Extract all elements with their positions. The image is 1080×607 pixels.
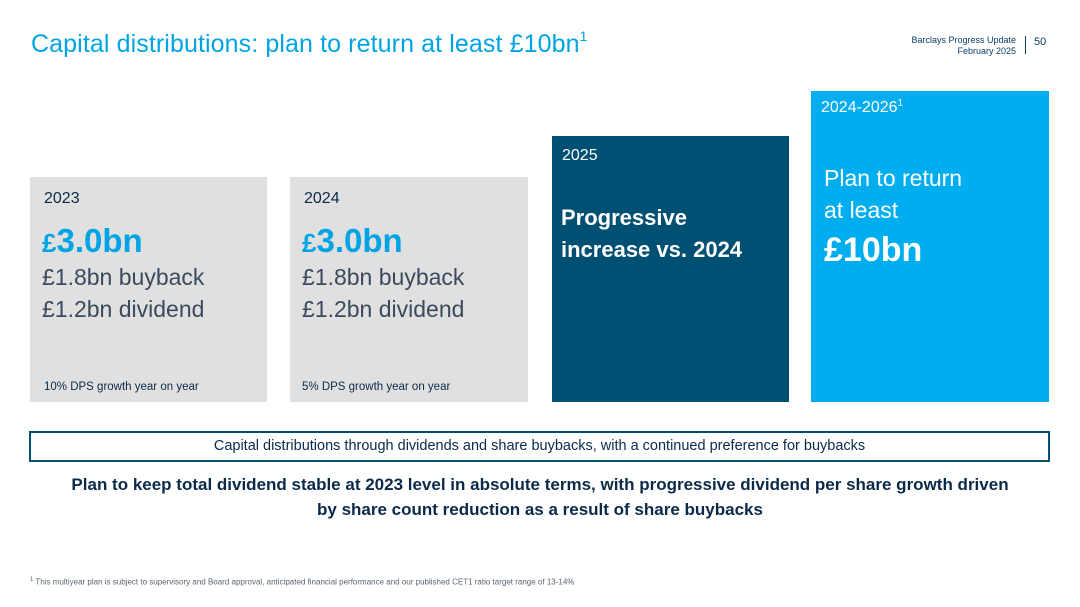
page-number: 50 (1034, 36, 1047, 48)
card-2023-dividend: £1.2bn dividend (42, 296, 205, 322)
card-2024-buyback: £1.8bn buyback (302, 264, 465, 290)
document-name: Barclays Progress Update (911, 35, 1016, 45)
card-2025-text: Progressive increase vs. 2024 (561, 202, 742, 266)
card-2023-amount-symbol: £ (42, 228, 57, 258)
card-2024-amount: £3.0bn (302, 222, 403, 260)
card-2024-amount-value: 3.0bn (316, 222, 403, 259)
card-2023-year: 2023 (44, 190, 80, 207)
card-2023-note: 10% DPS growth year on year (44, 381, 199, 393)
footnote-ref: 1 (30, 577, 34, 583)
document-meta: Barclays Progress Update February 2025 (911, 35, 1016, 57)
card-2024: 2024 £3.0bn £1.8bn buyback £1.2bn divide… (290, 177, 528, 402)
dividend-statement: Plan to keep total dividend stable at 20… (30, 472, 1050, 522)
card-2025: 2025 Progressive increase vs. 2024 (552, 136, 789, 402)
card-2024-2026-amount: £10bn (824, 231, 923, 269)
footnote-text: This multiyear plan is subject to superv… (35, 577, 575, 587)
card-2024-year: 2024 (304, 190, 340, 207)
card-2025-text-line1: Progressive (561, 205, 687, 230)
page-title-text: Capital distributions: plan to return at… (31, 30, 580, 58)
card-2024-note: 5% DPS growth year on year (302, 381, 451, 393)
card-2024-dividend: £1.2bn dividend (302, 296, 465, 322)
card-2025-text-line2: increase vs. 2024 (561, 237, 743, 262)
card-2025-year: 2025 (562, 147, 598, 164)
card-2023: 2023 £3.0bn £1.8bn buyback £1.2bn divide… (30, 177, 267, 402)
document-date: February 2025 (957, 46, 1016, 56)
card-2024-2026-line2: at least (824, 197, 899, 223)
card-2023-amount-value: 3.0bn (56, 222, 143, 259)
dividend-statement-line2: by share count reduction as a result of … (317, 500, 763, 519)
card-2024-2026-line1: Plan to return (824, 165, 963, 191)
card-2024-2026-year: 2024-20261 (821, 98, 904, 117)
header-divider (1025, 36, 1026, 54)
card-2024-2026: 2024-20261 Plan to return at least £10bn (811, 91, 1049, 402)
title-footnote-ref: 1 (579, 28, 588, 44)
card-2024-2026-year-text: 2024-2026 (821, 99, 898, 116)
card-2024-2026-footnote-ref: 1 (897, 98, 904, 109)
card-2024-amount-symbol: £ (302, 228, 317, 258)
footnote: 1 This multiyear plan is subject to supe… (30, 577, 574, 587)
dividend-statement-line1: Plan to keep total dividend stable at 20… (71, 475, 1009, 494)
page-title: Capital distributions: plan to return at… (31, 28, 588, 59)
capital-distributions-banner: Capital distributions through dividends … (29, 431, 1050, 462)
card-2023-amount: £3.0bn (42, 222, 143, 260)
card-2023-buyback: £1.8bn buyback (42, 264, 205, 290)
